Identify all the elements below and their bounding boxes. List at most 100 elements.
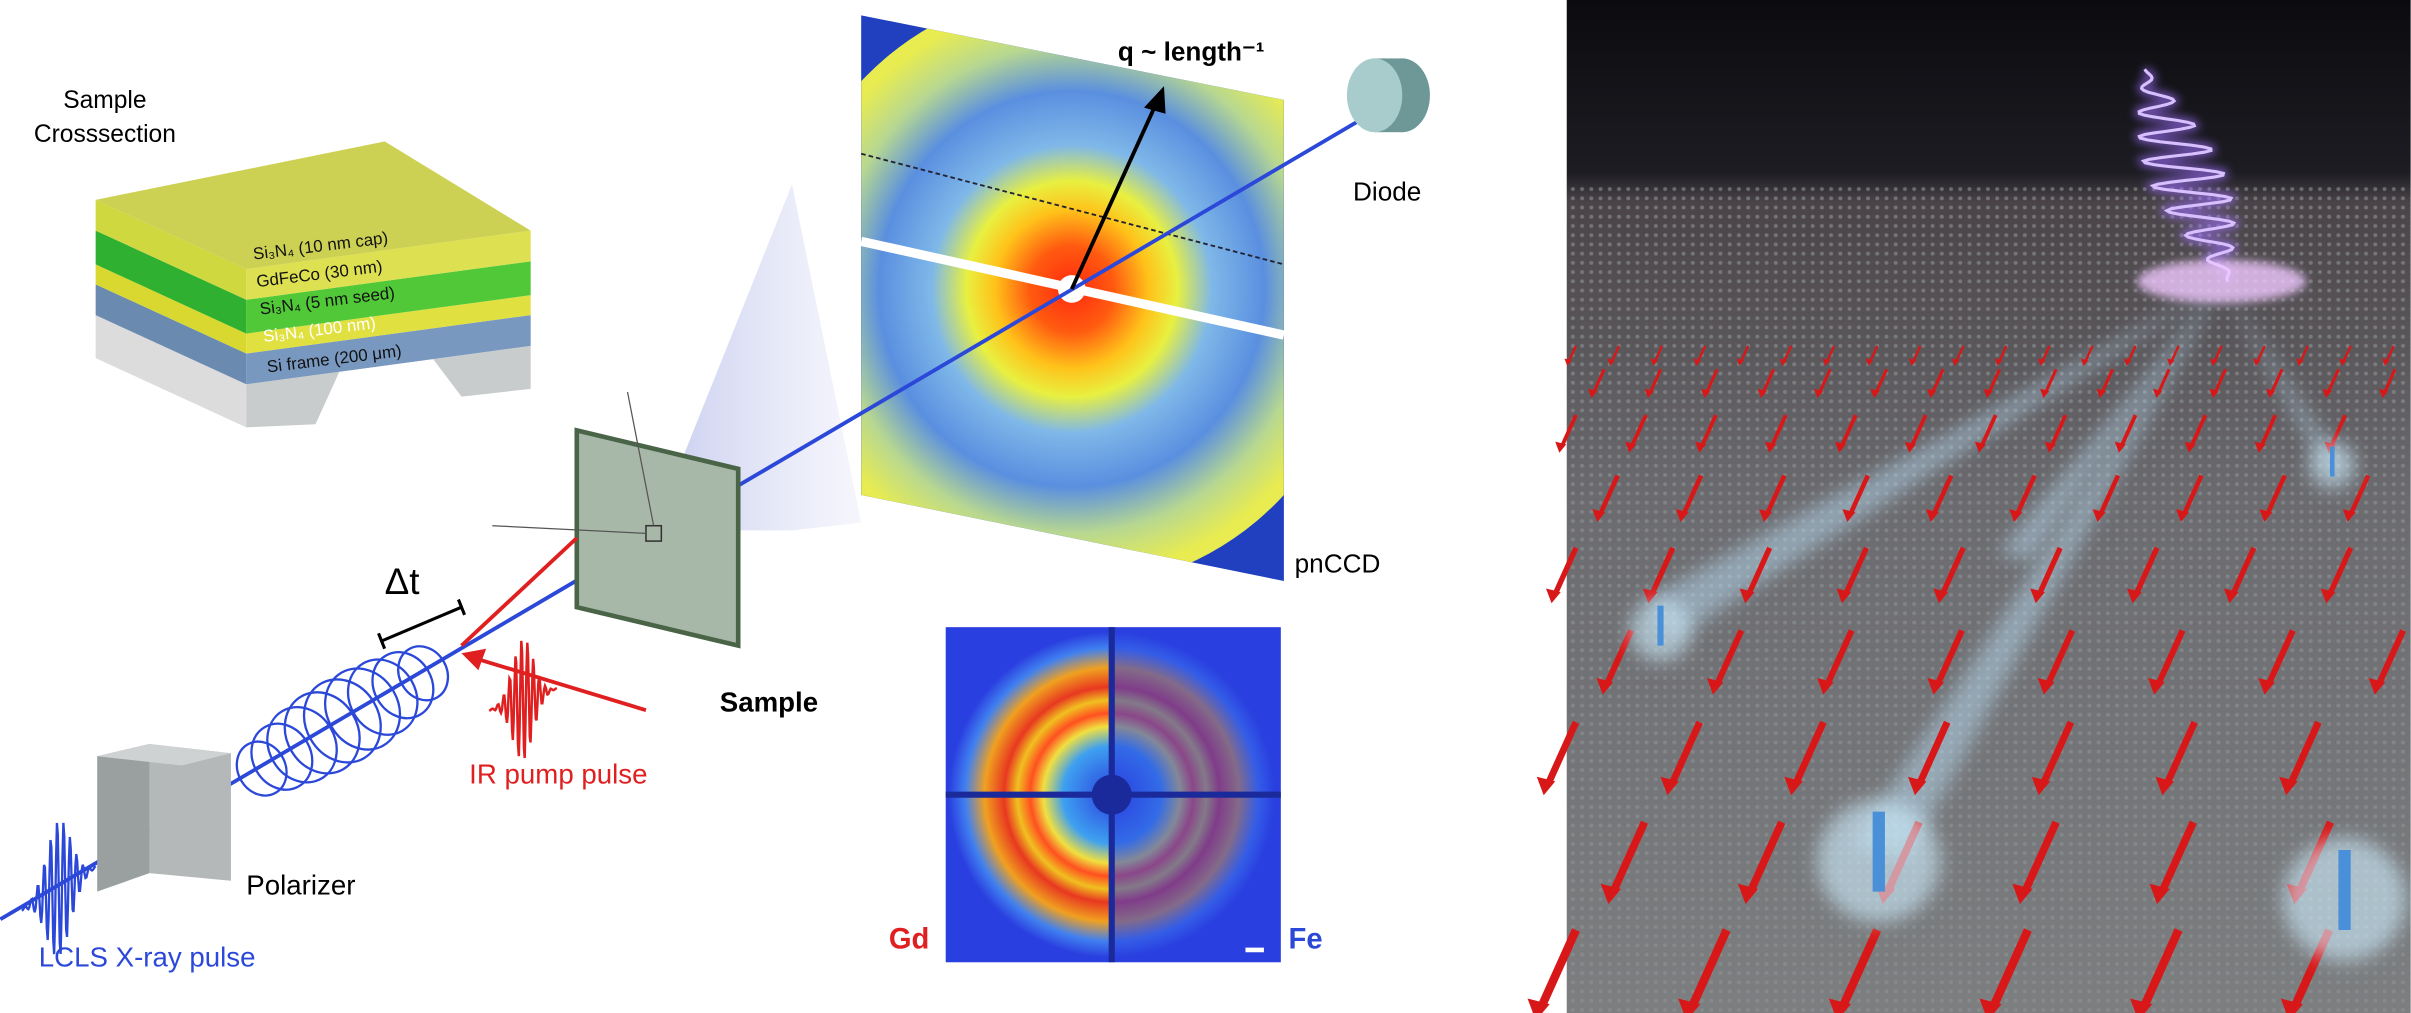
diode-face — [1346, 58, 1403, 133]
polarization-loop — [235, 740, 288, 797]
spin-arrow — [2012, 820, 2060, 905]
spin-shaft — [1783, 345, 1793, 362]
crosssection-title: Sample — [63, 87, 146, 114]
spin-head — [1907, 776, 1927, 796]
polarized-pulse — [235, 645, 450, 797]
spin-head — [1592, 509, 1606, 523]
layer-left — [95, 230, 247, 334]
spin-shaft — [2385, 345, 2395, 362]
spin-shaft — [2041, 345, 2051, 362]
layer-front — [246, 230, 531, 300]
spin-arrow — [1927, 629, 1965, 695]
diode-label: Diode — [1353, 177, 1421, 207]
spin-arrow — [2031, 720, 2075, 796]
spin-illustration — [1527, 0, 2411, 1013]
spin-shaft — [1648, 368, 1663, 393]
spin-shaft — [1840, 414, 1858, 447]
spin-arrow — [1675, 474, 1704, 523]
spin-head — [1564, 358, 1572, 366]
guide-line — [492, 525, 646, 535]
spin-head — [2280, 998, 2303, 1013]
spin-arrow — [2258, 629, 2296, 695]
spin-head — [1834, 441, 1847, 453]
spin-arrow — [2296, 345, 2309, 366]
spin-shaft — [2155, 629, 2186, 686]
spin-arrow — [2320, 546, 2354, 604]
spin-shaft — [1987, 368, 2002, 393]
spin-shaft — [1874, 368, 1889, 393]
spin-arrow — [2039, 368, 2058, 399]
spin-shaft — [1545, 720, 1580, 786]
spin-shaft — [2213, 345, 2223, 362]
ir-arrowhead — [461, 648, 487, 671]
spin-arrow — [1765, 414, 1788, 453]
spin-shaft — [2299, 345, 2309, 362]
spin-shaft — [2040, 720, 2075, 786]
spin-head — [2223, 588, 2239, 604]
polarization-loop — [324, 667, 402, 751]
spin-arrow — [1592, 474, 1620, 523]
spin-arrow — [1678, 928, 1731, 1013]
spin-shaft — [2256, 345, 2266, 362]
gd-label: Gd — [889, 923, 930, 955]
delay-bar — [377, 632, 387, 650]
spin-arrow — [1739, 546, 1773, 604]
delay-bar — [457, 598, 467, 616]
spin-head — [2152, 388, 2163, 399]
spin-arrow — [1564, 345, 1578, 366]
spin-shaft — [1567, 345, 1578, 362]
ir-label: IR pump pulse — [469, 759, 647, 790]
spin-shaft — [1681, 474, 1704, 515]
spin-head — [1925, 509, 1939, 523]
spin-arrow — [1607, 345, 1621, 366]
spin-head — [1600, 883, 1622, 905]
spin-shaft — [1654, 345, 1664, 362]
spin-head — [1842, 509, 1856, 523]
spin-arrow — [1817, 629, 1855, 695]
spin-head — [2092, 509, 2106, 523]
polarization-loop — [371, 651, 435, 720]
spin-shaft — [1598, 474, 1620, 515]
spin-head — [1994, 358, 2003, 366]
spin-shaft — [1848, 474, 1870, 515]
spin-head — [2155, 776, 2174, 796]
spin-arrow — [2259, 474, 2287, 523]
spin-head — [1933, 588, 1949, 604]
spin-shaft — [2189, 414, 2208, 447]
spin-arrow — [1536, 720, 1580, 796]
spin-shaft — [1747, 820, 1786, 893]
spin-arrow — [2127, 546, 2160, 604]
impact-glow — [2137, 259, 2307, 303]
spin-shaft — [1592, 368, 1606, 393]
beam-stop — [1091, 774, 1132, 815]
beam — [1998, 284, 2222, 562]
spin-head — [1759, 509, 1772, 523]
spin-head — [1625, 441, 1637, 453]
spin-shaft — [2021, 820, 2060, 893]
spin-arrow — [2253, 345, 2266, 366]
spin-head — [2254, 441, 2266, 453]
spin-shaft — [1649, 546, 1676, 596]
xray-wave — [21, 822, 97, 955]
spin-shaft — [1989, 928, 2032, 1009]
spin-arrow — [2209, 368, 2228, 399]
spin-head — [1828, 998, 1851, 1013]
spin-arrow — [1979, 928, 2032, 1013]
sample-label: Sample — [720, 686, 818, 717]
polarizer-top — [97, 743, 231, 766]
spin-arrow — [2096, 368, 2115, 399]
spin-arrow — [1555, 414, 1578, 453]
spin-arrow — [2368, 629, 2406, 695]
spin-head — [1695, 441, 1707, 453]
spin-arrow — [2279, 720, 2322, 796]
spin-arrow — [1836, 546, 1869, 604]
spin-shaft — [1869, 345, 1879, 362]
spin-arrow — [2378, 368, 2397, 399]
spin-shaft — [2140, 928, 2183, 1009]
spin-head — [1737, 883, 1759, 905]
spin-shaft — [2044, 368, 2058, 393]
spin-arrow — [1933, 546, 1966, 604]
ir-arrow — [473, 656, 647, 713]
spin-head — [2322, 388, 2332, 399]
spin-arrow — [1951, 345, 1965, 366]
